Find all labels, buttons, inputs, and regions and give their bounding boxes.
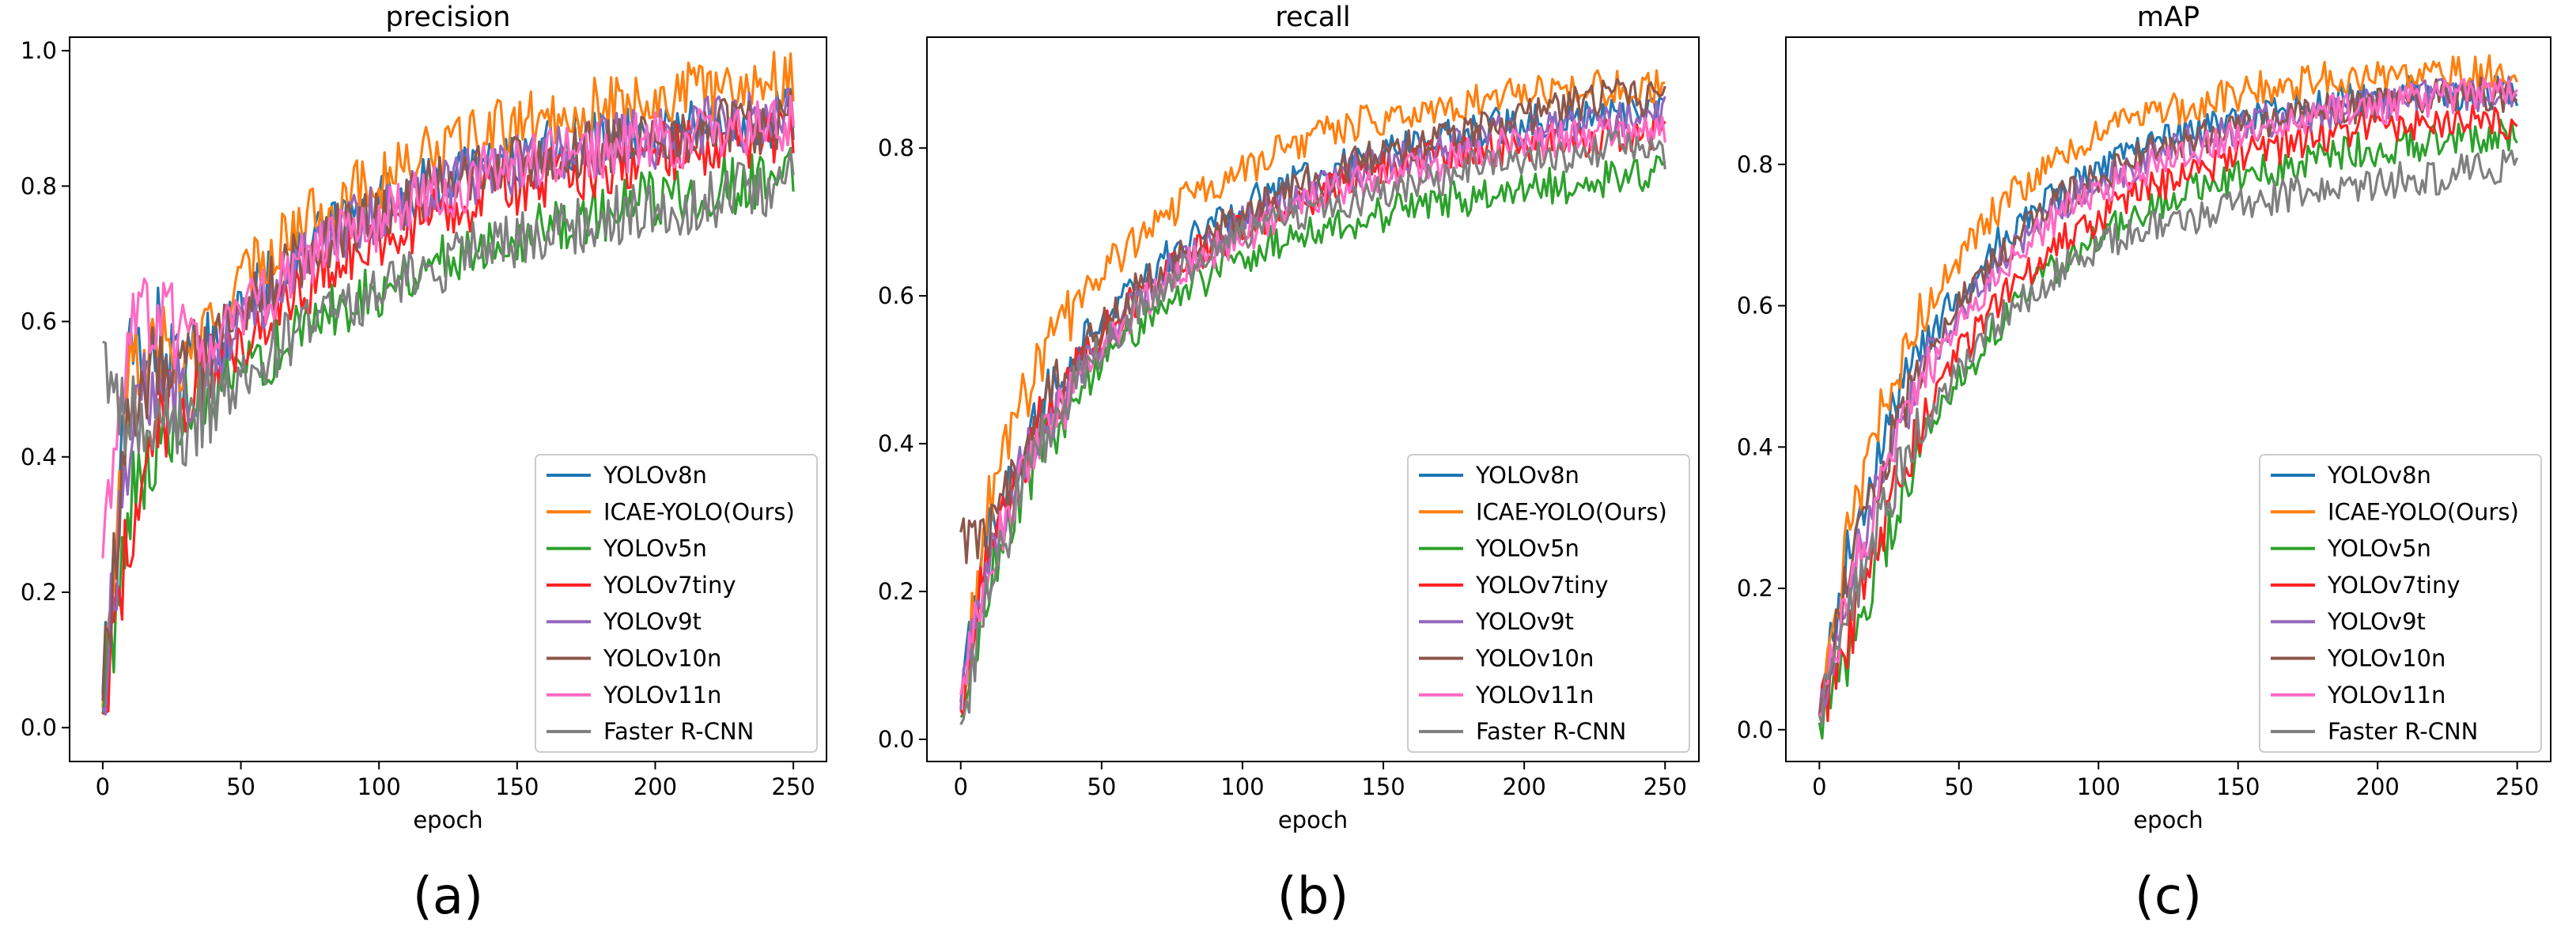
series-line bbox=[101, 94, 795, 559]
x-axis-label: epoch bbox=[2133, 807, 2203, 833]
x-tick-label: 100 bbox=[1220, 773, 1264, 800]
y-tick-label: 0.6 bbox=[1737, 293, 1773, 319]
x-axis-label: epoch bbox=[1278, 807, 1348, 833]
x-tick-label: 200 bbox=[634, 773, 677, 800]
legend: YOLOv8n ICAE-YOLO(Ours) YOLOv5n YOLOv7tiny Y… bbox=[535, 454, 818, 753]
axes-frame bbox=[926, 36, 1700, 762]
legend-label: YOLOv10n bbox=[2327, 645, 2445, 672]
legend-label: YOLOv9t bbox=[1475, 608, 1574, 635]
legend-label: YOLOv7tiny bbox=[1475, 572, 1609, 599]
legend-label: YOLOv10n bbox=[1475, 645, 1594, 672]
y-tick-label: 0.8 bbox=[878, 134, 914, 161]
legend-label: YOLOv11n bbox=[603, 682, 721, 709]
legend-label: YOLOv11n bbox=[2327, 682, 2445, 709]
legend-label: YOLOv5n bbox=[1475, 535, 1579, 562]
chart-title: precision bbox=[386, 2, 511, 33]
y-tick-label: 0.8 bbox=[21, 172, 57, 199]
series-line bbox=[101, 51, 795, 708]
panel-label: (c) bbox=[2135, 867, 2202, 926]
x-tick-label: 200 bbox=[2356, 773, 2400, 800]
series-lines bbox=[101, 51, 795, 716]
series-line bbox=[1818, 149, 2519, 726]
y-tick-label: 0.4 bbox=[878, 430, 914, 457]
series-line bbox=[959, 155, 1666, 719]
legend-box bbox=[1407, 454, 1690, 753]
panel-label: (a) bbox=[413, 867, 483, 926]
chart-panel-2: recall 0 50 100 150 200 250 0.0 0.2 0.4 0.6 0.8 epoc… bbox=[878, 2, 1700, 926]
x-tick-label: 100 bbox=[357, 773, 401, 800]
legend-label: ICAE-YOLO(Ours) bbox=[1476, 498, 1667, 525]
x-tick-label: 100 bbox=[2077, 773, 2120, 800]
legend-label: ICAE-YOLO(Ours) bbox=[2328, 498, 2519, 525]
y-tick-label: 0.4 bbox=[21, 444, 57, 470]
y-tick-label: 0.2 bbox=[1737, 575, 1773, 602]
legend-label: YOLOv8n bbox=[2327, 462, 2431, 489]
y-tick-label: 1.0 bbox=[21, 37, 57, 64]
x-tick-label: 50 bbox=[1087, 773, 1116, 800]
chart-title: recall bbox=[1275, 2, 1350, 33]
x-tick-label: 150 bbox=[495, 773, 539, 800]
y-tick-label: 0.8 bbox=[1737, 151, 1773, 178]
y-tick-label: 0.2 bbox=[878, 578, 914, 605]
series-line bbox=[101, 89, 795, 701]
y-tick-label: 0.6 bbox=[21, 308, 57, 335]
y-tick-label: 0.0 bbox=[1737, 716, 1773, 743]
x-tick-label: 50 bbox=[226, 773, 255, 800]
series-line bbox=[1818, 54, 2519, 716]
x-tick-label: 150 bbox=[2216, 773, 2260, 800]
x-tick-label: 250 bbox=[771, 773, 815, 800]
y-tick-label: 0.4 bbox=[1737, 433, 1773, 460]
chart-panel-3: mAP 0 50 100 150 200 250 0.0 0.2 0.4 0.6 0.8 epoch YO… bbox=[1737, 2, 2551, 926]
legend-label: YOLOv11n bbox=[1475, 682, 1594, 709]
legend-label: Faster R-CNN bbox=[2328, 718, 2478, 745]
legend-label: YOLOv8n bbox=[603, 462, 707, 489]
legend-box bbox=[535, 454, 818, 753]
x-tick-label: 250 bbox=[1644, 773, 1687, 800]
series-line bbox=[1818, 77, 2518, 716]
legend: YOLOv8n ICAE-YOLO(Ours) YOLOv5n YOLOv7tiny Y… bbox=[2259, 454, 2542, 753]
legend-label: YOLOv7tiny bbox=[2327, 572, 2461, 599]
x-axis-label: epoch bbox=[413, 807, 482, 833]
legend-label: YOLOv9t bbox=[603, 608, 702, 635]
y-tick-label: 0.6 bbox=[878, 282, 914, 309]
panel-label: (b) bbox=[1277, 867, 1349, 926]
x-tick-label: 250 bbox=[2495, 773, 2539, 800]
series-line bbox=[102, 149, 795, 467]
legend-label: YOLOv10n bbox=[603, 645, 721, 672]
series-line bbox=[1818, 118, 2518, 740]
y-tick-label: 0.0 bbox=[21, 714, 57, 741]
axes-frame bbox=[1785, 36, 2551, 762]
series-lines bbox=[1818, 54, 2519, 740]
x-tick-label: 0 bbox=[1812, 773, 1826, 800]
legend-label: YOLOv9t bbox=[2327, 608, 2426, 635]
series-line bbox=[102, 109, 795, 716]
legend: YOLOv8n ICAE-YOLO(Ours) YOLOv5n YOLOv7tiny Y… bbox=[1407, 454, 1690, 753]
x-tick-label: 0 bbox=[954, 773, 968, 800]
legend-label: Faster R-CNN bbox=[603, 718, 754, 745]
legend-label: YOLOv8n bbox=[1475, 462, 1579, 489]
legend-label: YOLOv7tiny bbox=[603, 572, 736, 599]
series-lines bbox=[959, 69, 1666, 726]
chart-panel-1: precision 0 50 100 150 200 250 0.0 0.2 0.4 0.6 0.8 1… bbox=[21, 2, 827, 926]
y-tick-label: 0.2 bbox=[21, 579, 57, 606]
legend-label: ICAE-YOLO(Ours) bbox=[603, 498, 795, 525]
axes-frame bbox=[69, 36, 827, 762]
x-tick-label: 50 bbox=[1944, 773, 1973, 800]
x-tick-label: 150 bbox=[1361, 773, 1405, 800]
legend-box bbox=[2259, 454, 2542, 753]
chart-title: mAP bbox=[2137, 2, 2200, 33]
legend-label: YOLOv5n bbox=[2327, 535, 2431, 562]
y-tick-label: 0.0 bbox=[878, 726, 914, 753]
series-line bbox=[959, 129, 1666, 726]
legend-label: Faster R-CNN bbox=[1476, 718, 1626, 745]
x-tick-label: 200 bbox=[1502, 773, 1545, 800]
legend-label: YOLOv5n bbox=[603, 535, 707, 562]
series-line bbox=[1818, 104, 2518, 723]
x-tick-label: 0 bbox=[96, 773, 110, 800]
